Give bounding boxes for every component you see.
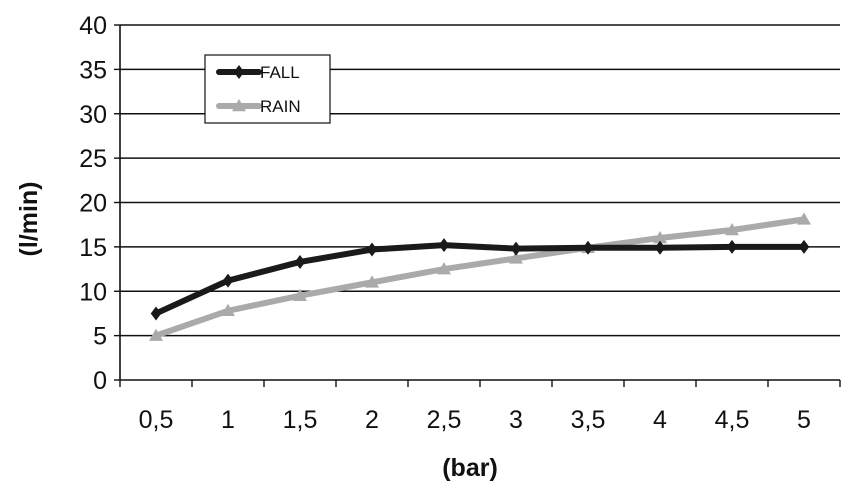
data-point-rain: [221, 303, 235, 317]
data-point-fall: [294, 254, 306, 269]
data-point-rain: [437, 262, 451, 275]
y-tick-label: 15: [79, 234, 107, 262]
legend-items: FALL RAIN: [216, 63, 301, 116]
x-axis-title: (bar): [442, 454, 498, 482]
data-point-fall: [438, 238, 450, 253]
y-tick-label: 35: [79, 56, 107, 84]
legend-item-rain: RAIN: [216, 97, 301, 116]
series-fall: [150, 238, 810, 321]
x-tick-label: 3,5: [571, 406, 606, 434]
legend-box: [204, 54, 331, 124]
data-point-rain: [653, 231, 667, 244]
data-point-fall: [726, 239, 738, 254]
legend-item-fall: FALL: [216, 63, 300, 82]
data-point-rain: [797, 212, 811, 225]
x-tick-label: 5: [797, 406, 811, 434]
legend: FALL RAIN: [204, 54, 331, 124]
y-tick-label: 30: [79, 101, 107, 129]
y-tick-label: 10: [79, 278, 107, 306]
series-lines: [149, 212, 811, 341]
x-tick-label: 2: [365, 406, 379, 434]
y-axis-title: (l/min): [15, 182, 43, 257]
data-point-rain: [509, 251, 523, 264]
x-tick-label: 3: [509, 406, 523, 434]
y-tick-label: 20: [79, 190, 107, 218]
x-tick-label: 1: [221, 406, 235, 434]
x-tick-label: 4,5: [715, 406, 750, 434]
data-point-fall: [654, 240, 666, 255]
data-point-fall: [366, 242, 378, 257]
x-tick-label: 0,5: [139, 406, 174, 434]
series-line-rain: [153, 216, 807, 339]
axes: [114, 24, 841, 387]
data-point-fall: [222, 273, 234, 288]
data-point-rain: [293, 288, 307, 301]
x-tick-label: 2,5: [427, 406, 462, 434]
data-point-rain: [149, 328, 163, 341]
data-point-legend-rain: [232, 99, 246, 112]
data-point-rain: [725, 223, 739, 236]
y-tick-label: 5: [93, 323, 107, 351]
series-line-fall: [153, 242, 807, 317]
y-tick-label: 40: [79, 12, 107, 40]
x-axis-tick-labels: 0,5 1 1,5 2 2,5 3 3,5 4 4,5 5: [139, 406, 811, 434]
data-point-fall: [150, 306, 162, 321]
y-axis-tick-labels: 0 5 10 15 20 25 30 35 40: [79, 12, 107, 395]
legend-label-fall: FALL: [260, 63, 300, 82]
data-point-fall: [510, 241, 522, 256]
legend-label-rain: RAIN: [260, 97, 301, 116]
data-point-fall: [798, 239, 810, 254]
x-tick-label: 4: [653, 406, 667, 434]
data-point-legend-fall: [233, 65, 245, 79]
data-point-fall: [582, 240, 594, 255]
x-tick-label: 1,5: [283, 406, 318, 434]
y-tick-label: 25: [79, 145, 107, 173]
data-point-rain: [365, 275, 379, 288]
y-tick-label: 0: [93, 367, 107, 395]
